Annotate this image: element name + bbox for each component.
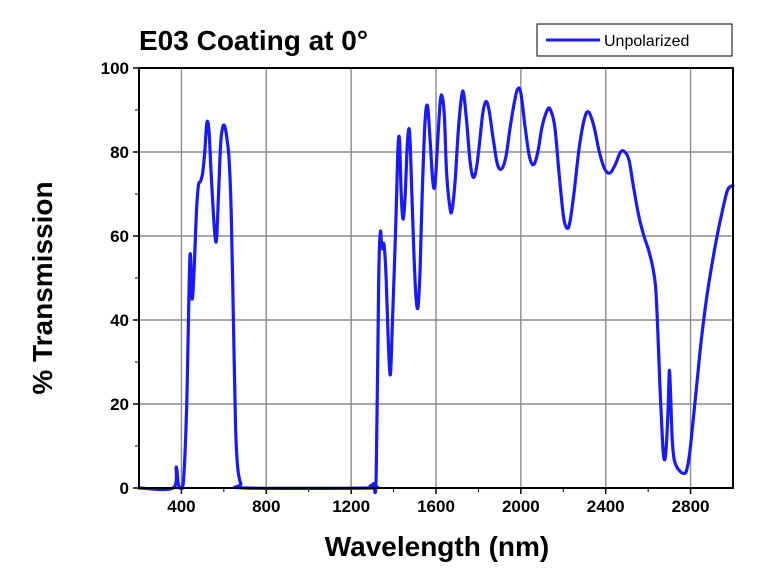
x-tick-label: 400 — [167, 497, 195, 516]
y-tick-label: 40 — [110, 311, 129, 330]
grid — [139, 68, 733, 488]
y-axis-ticks: 0 20 40 60 80 100 — [101, 59, 139, 498]
x-axis-title: Wavelength (nm) — [325, 531, 550, 562]
legend-label-unpolarized: Unpolarized — [604, 33, 689, 50]
legend: Unpolarized — [536, 23, 733, 57]
x-tick-label: 2400 — [587, 497, 625, 516]
series-line-unpolarized — [137, 86, 735, 495]
y-axis-title: % Transmission — [27, 181, 58, 394]
y-tick-label: 80 — [110, 143, 129, 162]
y-tick-label: 0 — [120, 479, 129, 498]
chart-title: E03 Coating at 0° — [139, 25, 368, 56]
x-tick-label: 2000 — [502, 497, 540, 516]
x-tick-label: 800 — [252, 497, 280, 516]
x-tick-label: 1200 — [332, 497, 370, 516]
series-group — [137, 86, 735, 495]
x-tick-label: 2800 — [672, 497, 710, 516]
x-tick-label: 1600 — [417, 497, 455, 516]
y-tick-label: 100 — [101, 59, 129, 78]
x-axis-ticks: 400 800 1200 1600 2000 2400 2800 — [167, 488, 709, 516]
plot-frame — [138, 67, 734, 489]
y-tick-label: 60 — [110, 227, 129, 246]
y-tick-label: 20 — [110, 395, 129, 414]
